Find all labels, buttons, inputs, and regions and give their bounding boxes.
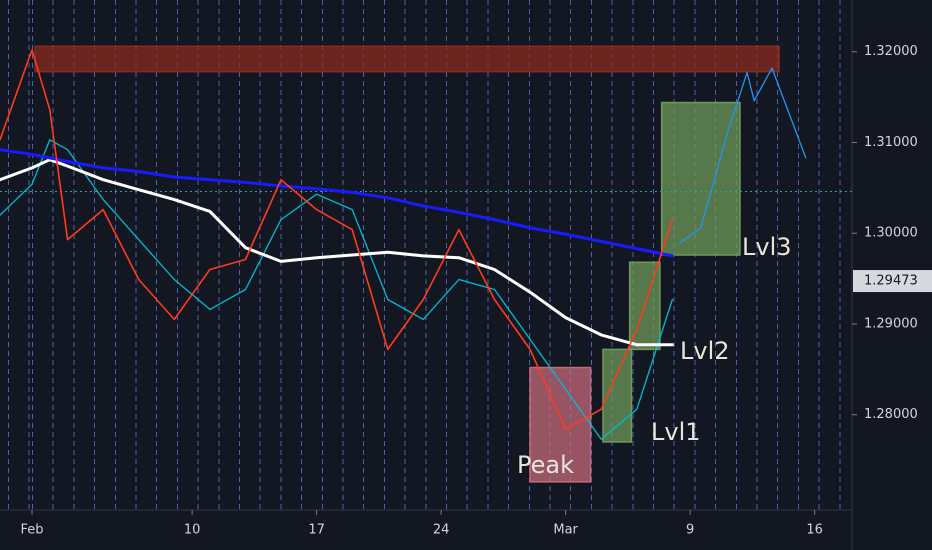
x-tick-label: 9 — [686, 523, 694, 538]
zone-label: Lvl2 — [680, 337, 730, 365]
y-tick-label: 1.31000 — [864, 135, 918, 150]
x-tick-label: 10 — [184, 523, 201, 538]
x-tick-label: 17 — [308, 523, 325, 538]
x-tick-label: Mar — [553, 523, 578, 538]
x-tick-label: Feb — [21, 523, 44, 538]
price-marker-label: 1.29473 — [864, 274, 918, 289]
series-line — [678, 67, 807, 244]
zone-label: Lvl3 — [742, 233, 792, 261]
zone-label: Lvl1 — [651, 418, 701, 446]
x-tick-label: 24 — [433, 523, 450, 538]
zone-box — [529, 366, 592, 483]
x-tick-label: 16 — [806, 523, 823, 538]
zone-label: Peak — [517, 451, 574, 479]
y-tick-label: 1.32000 — [864, 44, 918, 59]
series-line — [0, 49, 674, 430]
y-tick-label: 1.30000 — [864, 226, 918, 241]
zone-box — [34, 45, 780, 73]
price-marker — [853, 270, 932, 293]
series-line — [0, 139, 674, 440]
zone-box — [660, 101, 741, 256]
y-tick-label: 1.28000 — [864, 407, 918, 422]
y-tick-label: 1.29000 — [864, 316, 918, 331]
series-line — [0, 148, 674, 258]
series-line — [0, 158, 674, 347]
